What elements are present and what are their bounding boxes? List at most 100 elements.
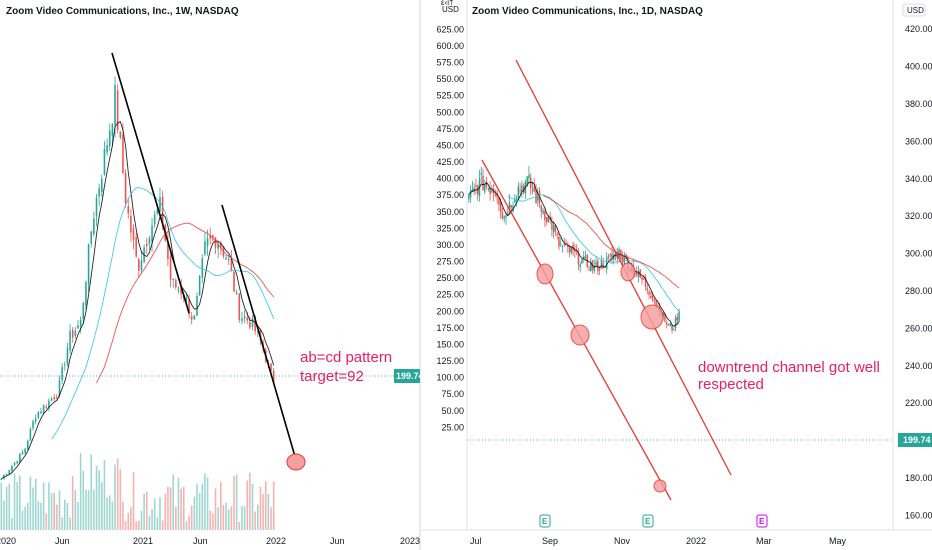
candle [175, 280, 177, 288]
candle [161, 197, 164, 224]
volume-bar [101, 482, 103, 530]
axis-tick-label: 50.00 [441, 406, 464, 416]
candle [487, 188, 490, 190]
candle [11, 465, 13, 471]
candle [635, 272, 638, 275]
candle [227, 259, 230, 261]
axis-tick-label: 100.00 [436, 373, 464, 383]
candle [238, 293, 241, 320]
candle [602, 263, 604, 269]
volume-bar [272, 481, 275, 530]
event-label: E [645, 517, 651, 526]
volume-bar [50, 493, 53, 530]
volume-bar [159, 497, 161, 530]
candle [50, 398, 53, 401]
candle [540, 205, 543, 212]
candle [563, 243, 566, 245]
volume-bar [193, 496, 196, 530]
volume-bar [11, 517, 13, 530]
candle [270, 363, 272, 371]
volume-bar [87, 489, 90, 530]
right-axis-unit: USD [907, 6, 924, 15]
candle [138, 259, 140, 272]
volume-bar [151, 509, 153, 530]
candle [127, 206, 130, 214]
touch-marker [653, 479, 667, 493]
volume-bar [130, 507, 132, 530]
candle [153, 214, 156, 225]
candle [521, 185, 523, 193]
candle [607, 256, 610, 258]
moving-average-line [542, 195, 680, 289]
volume-bar [13, 473, 16, 530]
candle [667, 324, 670, 326]
candle [554, 224, 557, 232]
candle [666, 322, 668, 325]
earnings-event-marker[interactable]: E [539, 514, 551, 528]
candle [98, 188, 100, 197]
candle [468, 194, 470, 200]
candle [515, 197, 518, 202]
candle [19, 453, 21, 463]
candle [79, 319, 82, 327]
axis-tick-label: 150.00 [436, 339, 464, 349]
candle [609, 254, 611, 256]
volume-bar [238, 521, 241, 530]
price-badge-weekly [394, 369, 420, 383]
volume-bar [71, 476, 74, 530]
volume-bar [124, 521, 127, 530]
axis-tick-label: 320.00 [905, 211, 932, 221]
volume-bar [95, 465, 98, 530]
candle [650, 295, 652, 298]
candle [593, 265, 596, 272]
candle [510, 205, 513, 208]
volume-bar [119, 469, 122, 530]
candle [61, 367, 63, 381]
volume-bar [270, 507, 272, 530]
right-axis-unit-box [902, 3, 926, 17]
candle [29, 428, 32, 441]
volume-bar [259, 486, 262, 530]
volume-bar [164, 493, 167, 530]
volume-bar [177, 477, 180, 530]
x-tick: Sep [542, 536, 558, 546]
volume-bar [21, 510, 24, 530]
candle [63, 364, 66, 366]
volume-bar [3, 500, 5, 530]
volume-bar [82, 470, 85, 530]
volume-bar [16, 482, 18, 530]
candle [111, 124, 114, 137]
volume-bar [267, 493, 270, 530]
earnings-event-marker[interactable]: E [642, 514, 654, 528]
candle [570, 246, 573, 254]
candle [106, 145, 108, 153]
volume-bar [34, 478, 37, 530]
axis-tick-label: 275.00 [436, 257, 464, 267]
dividend-event-marker[interactable]: E [756, 514, 768, 528]
candle [537, 193, 539, 201]
candle [482, 175, 484, 191]
volume-bar [40, 502, 42, 530]
candle [651, 295, 654, 301]
candle [257, 330, 259, 332]
candle [235, 292, 238, 294]
volume-bar [222, 504, 225, 530]
volume-bar [156, 517, 159, 530]
candle [148, 238, 151, 245]
candle [204, 241, 206, 255]
candle [196, 296, 198, 316]
volume-bar [233, 475, 235, 530]
candle [657, 305, 659, 307]
candle [558, 236, 560, 247]
volume-bar [114, 464, 116, 530]
volume-bar [56, 504, 58, 530]
axis-tick-label: 325.00 [436, 223, 464, 233]
candle [151, 225, 153, 242]
candle [611, 253, 613, 258]
candle [172, 278, 174, 281]
price-label-daily: 199.74 [903, 435, 931, 445]
candle [491, 191, 493, 193]
candle [522, 185, 525, 193]
volume-bar [140, 510, 143, 530]
candle [220, 242, 222, 249]
